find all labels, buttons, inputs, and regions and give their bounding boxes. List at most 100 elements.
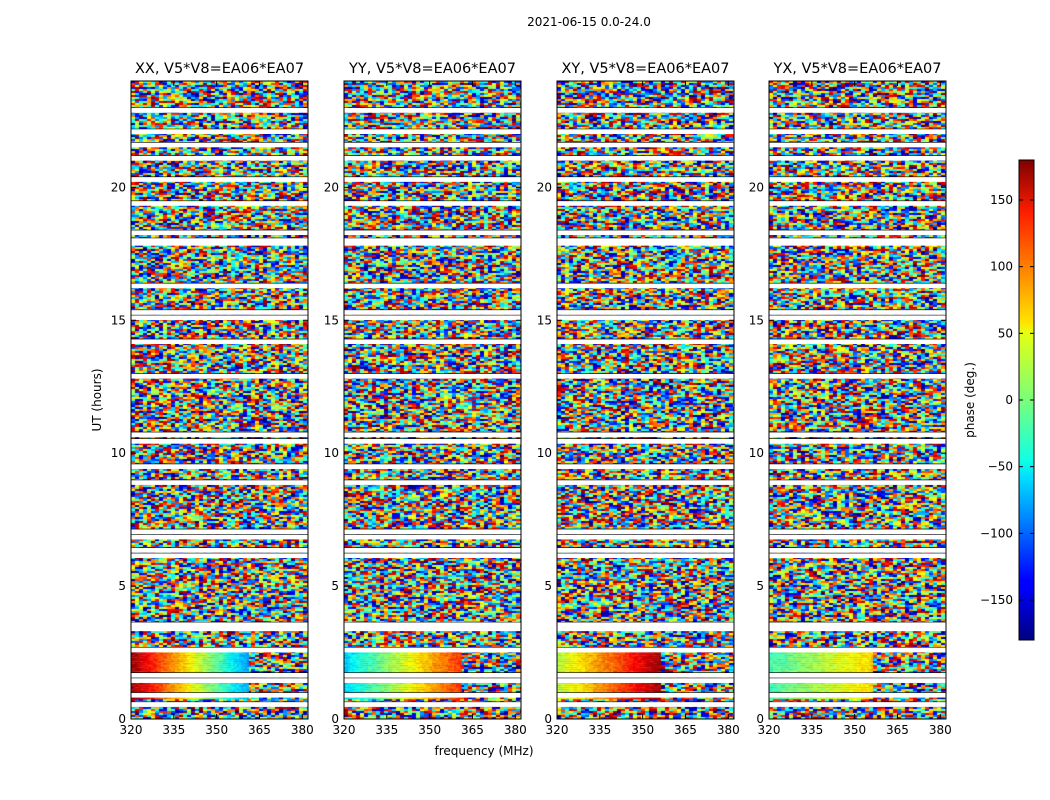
flagged-row: [557, 438, 734, 444]
flagged-row: [557, 701, 734, 707]
flagged-row: [344, 647, 521, 653]
flagged-row: [131, 176, 308, 182]
colorbar-tick-label: −50: [988, 460, 1013, 474]
x-tick-label: 380: [929, 723, 952, 737]
y-tick-label: 0: [756, 712, 764, 726]
flagged-row: [557, 647, 734, 653]
y-tick-label: 20: [324, 180, 339, 194]
flagged-row: [344, 547, 521, 553]
flagged-row: [131, 534, 308, 540]
flagged-row: [344, 672, 521, 678]
colorbar-tick-label: 50: [998, 326, 1013, 340]
x-axis-label: frequency (MHz): [434, 744, 533, 758]
flagged-row: [557, 142, 734, 148]
flagged-row: [131, 463, 308, 469]
x-tick-label: 380: [291, 723, 314, 737]
flagged-row: [769, 315, 946, 321]
flagged-row: [769, 309, 946, 315]
panels: XX, V5*V8=EA06*EA07 320 335 350 365 380 0 5 10 15…: [111, 61, 952, 737]
flagged-row: [769, 129, 946, 135]
panel-title: YX, V5*V8=EA06*EA07: [772, 61, 941, 77]
x-tick-label: 365: [886, 723, 909, 737]
flagged-row: [131, 677, 308, 683]
flagged-row: [769, 283, 946, 289]
flagged-row: [344, 200, 521, 206]
flagged-row: [131, 129, 308, 135]
flagged-row: [769, 238, 946, 243]
phase-heatmap: [557, 81, 734, 719]
flagged-row: [769, 672, 946, 678]
flagged-row: [131, 529, 308, 535]
x-tick-label: 380: [504, 723, 527, 737]
flagged-row: [557, 283, 734, 289]
flagged-row: [557, 230, 734, 236]
flagged-row: [131, 315, 308, 321]
flagged-row: [769, 432, 946, 438]
flagged-row: [557, 240, 734, 246]
panel-frame: [556, 80, 735, 720]
x-tick-label: 320: [120, 723, 143, 737]
flagged-row: [769, 240, 946, 246]
flagged-row: [557, 553, 734, 559]
flagged-row: [557, 373, 734, 379]
flagged-row: [557, 200, 734, 206]
y-axis-label: UT (hours): [90, 368, 104, 431]
flagged-row: [131, 309, 308, 315]
x-tick-label: 350: [205, 723, 228, 737]
flagged-row: [557, 479, 734, 485]
y-tick-label: 0: [331, 712, 339, 726]
flagged-row: [557, 238, 734, 243]
flagged-row: [131, 283, 308, 289]
flagged-row: [131, 200, 308, 206]
flagged-row: [769, 534, 946, 540]
y-tick-label: 20: [111, 180, 126, 194]
flagged-row: [131, 339, 308, 345]
x-tick-label: 380: [717, 723, 740, 737]
flagged-row: [557, 529, 734, 535]
phase-heatmap: [769, 81, 946, 719]
flagged-row: [769, 438, 946, 444]
flagged-row: [131, 692, 308, 698]
flagged-row: [769, 553, 946, 559]
y-tick-label: 10: [749, 446, 764, 460]
x-tick-label: 350: [843, 723, 866, 737]
flagged-row: [557, 339, 734, 345]
flagged-row: [344, 315, 521, 321]
flagged-row: [557, 622, 734, 628]
flagged-row: [557, 677, 734, 683]
flagged-row: [131, 155, 308, 161]
flagged-row: [557, 176, 734, 182]
flagged-row: [344, 240, 521, 246]
flagged-row: [769, 647, 946, 653]
flagged-row: [557, 672, 734, 678]
flagged-row: [769, 176, 946, 182]
flagged-row: [344, 238, 521, 243]
flagged-row: [344, 176, 521, 182]
flagged-row: [769, 692, 946, 698]
flagged-row: [769, 701, 946, 707]
panel-2: YY, V5*V8=EA06*EA07 320 335 350 365 380 0 5 10 15…: [324, 61, 527, 737]
flagged-row: [557, 155, 734, 161]
flagged-row: [344, 701, 521, 707]
flagged-row: [769, 529, 946, 535]
phase-heatmap: [344, 81, 521, 719]
flagged-row: [344, 622, 521, 628]
panel-3: XY, V5*V8=EA06*EA07 320 335 350 365 380 0 5 10 15…: [537, 61, 740, 737]
flagged-row: [131, 479, 308, 485]
y-tick-label: 20: [749, 180, 764, 194]
panel-4: YX, V5*V8=EA06*EA07 320 335 350 365 380 0 5 10 15…: [749, 61, 952, 737]
flagged-row: [769, 677, 946, 683]
y-tick-label: 15: [749, 313, 764, 327]
figure-suptitle: 2021-06-15 0.0-24.0: [527, 15, 651, 29]
flagged-row: [557, 107, 734, 113]
x-tick-label: 320: [758, 723, 781, 737]
flagged-row: [344, 438, 521, 444]
flagged-row: [131, 142, 308, 148]
flagged-row: [344, 479, 521, 485]
flagged-row: [344, 373, 521, 379]
flagged-row: [769, 200, 946, 206]
flagged-row: [131, 240, 308, 246]
flagged-row: [344, 463, 521, 469]
flagged-row: [131, 230, 308, 236]
y-tick-label: 10: [537, 446, 552, 460]
